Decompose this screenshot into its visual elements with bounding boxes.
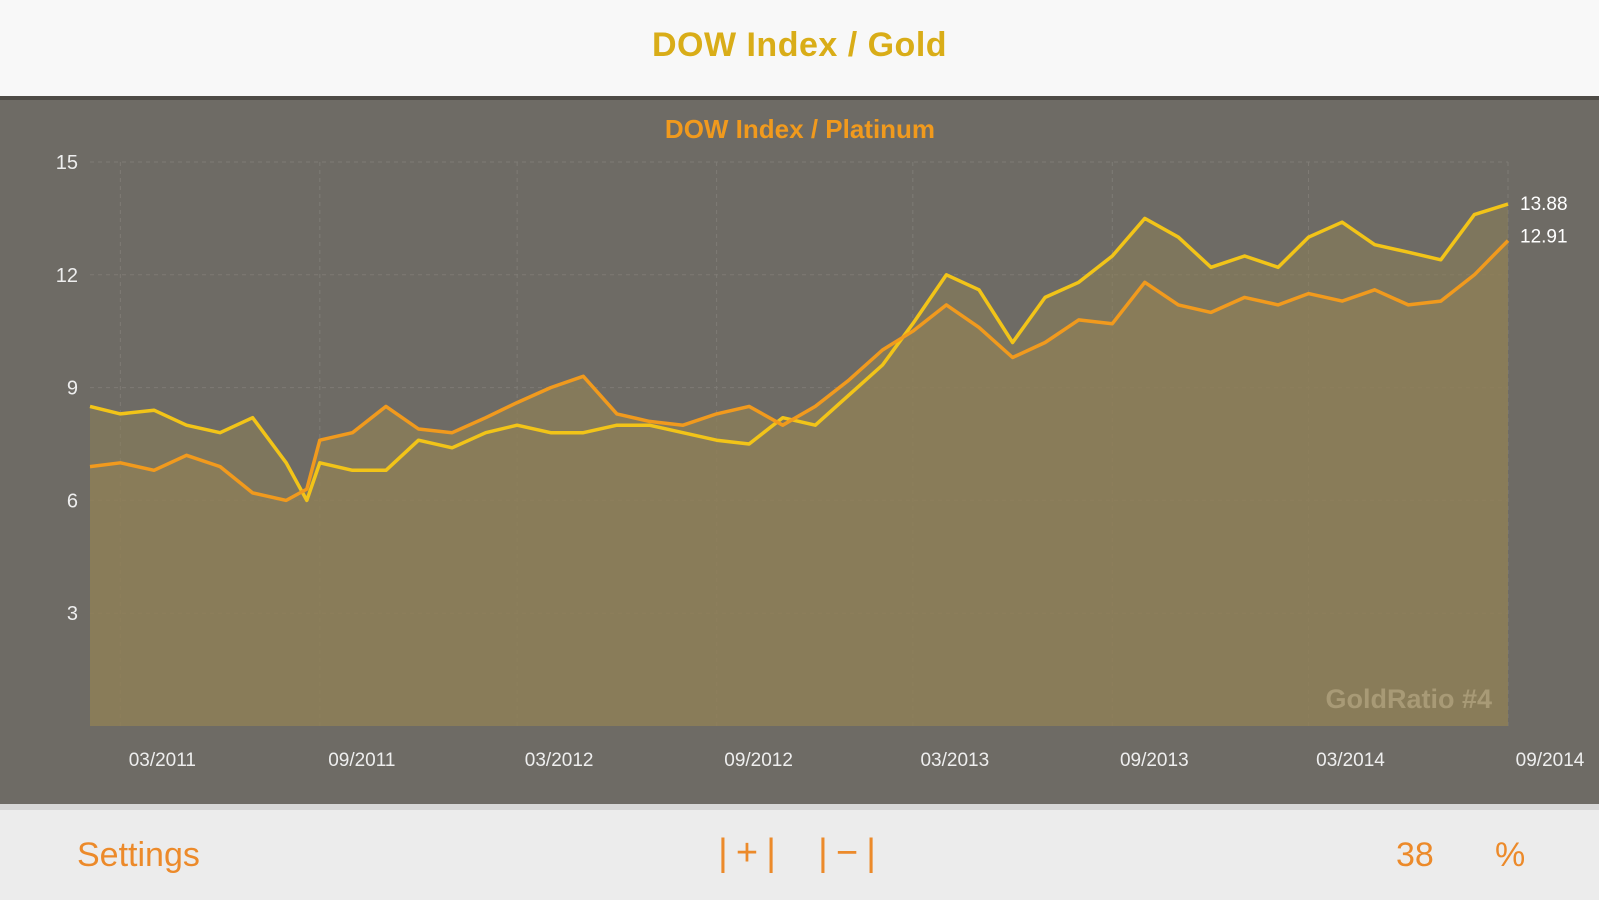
y-tick-label: 12 bbox=[56, 265, 78, 287]
x-tick-label: 03/2014 bbox=[1316, 750, 1385, 771]
percent-value: 38 bbox=[1396, 836, 1434, 874]
page-title: DOW Index / Gold bbox=[651, 26, 948, 64]
series-line bbox=[89, 239, 1510, 503]
chart-panel: DOW Index / Platinum GoldRatio #4 3 6 9 12 1… bbox=[0, 96, 1599, 804]
series-end-label: 13.88 bbox=[1520, 194, 1568, 215]
x-tick-label: 03/2013 bbox=[920, 750, 989, 771]
x-tick-label: 09/2013 bbox=[1120, 750, 1189, 771]
x-tick-label: 03/2012 bbox=[525, 750, 594, 771]
y-tick-label: 6 bbox=[67, 490, 78, 512]
series-end-label: 12.91 bbox=[1520, 227, 1568, 248]
x-tick-label: 09/2011 bbox=[328, 750, 395, 771]
chart-labels: DOW Index / Platinum GoldRatio #4 3 6 9 12 1… bbox=[56, 114, 1585, 771]
x-tick-label: 03/2011 bbox=[129, 750, 196, 771]
x-tick-label: 09/2014 bbox=[1516, 750, 1585, 771]
watermark-label: GoldRatio #4 bbox=[1325, 684, 1492, 714]
area-fills bbox=[90, 204, 1508, 727]
settings-button[interactable]: Settings bbox=[77, 836, 200, 874]
percent-button[interactable]: % bbox=[1495, 836, 1526, 874]
series-line bbox=[89, 202, 1509, 503]
y-tick-label: 15 bbox=[56, 152, 78, 174]
chart-title: DOW Index / Platinum bbox=[665, 114, 935, 144]
y-tick-label: 3 bbox=[67, 603, 78, 625]
chart: DOW Index / Platinum GoldRatio #4 3 6 9 12 1… bbox=[56, 114, 1585, 771]
x-tick-label: 09/2012 bbox=[724, 750, 793, 771]
header-bar: DOW Index / Gold bbox=[0, 0, 1599, 96]
zoom-in-button[interactable]: |+| bbox=[718, 832, 784, 874]
y-tick-label: 9 bbox=[67, 378, 78, 400]
footer-toolbar: Settings |+| |−| 38 % bbox=[0, 804, 1599, 900]
series-area-fill bbox=[90, 240, 1508, 726]
series-lines bbox=[89, 202, 1510, 503]
zoom-out-button[interactable]: |−| bbox=[818, 832, 884, 874]
